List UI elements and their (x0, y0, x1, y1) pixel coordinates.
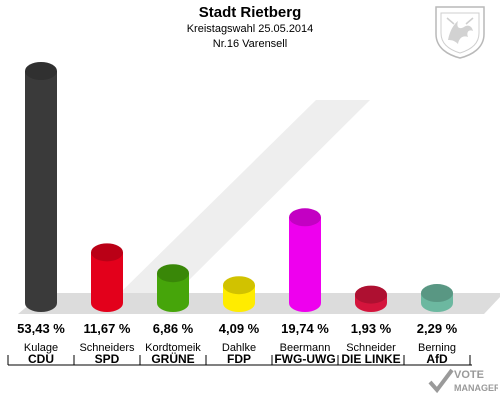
label-separators-group (7, 355, 472, 366)
candidate-label: Berning (418, 342, 456, 354)
bar-body (91, 252, 123, 312)
candidate-label: Schneiders (79, 342, 135, 354)
bar-die linke (355, 285, 387, 312)
bar-top (289, 208, 321, 227)
candidate-label: Schneider (346, 342, 396, 354)
vote-manager-logo: VOTE MANAGER (428, 368, 498, 394)
bar-top (25, 62, 57, 80)
bar-top (91, 243, 123, 262)
bars-group (25, 62, 453, 312)
party-label: CDU (28, 352, 54, 366)
value-labels-group: 53,43 % 11,67 % 6,86 % 4,09 % 19,74 % 1,93 % 2… (17, 321, 458, 336)
bar-spd (91, 243, 123, 312)
value-label: 53,43 % (17, 321, 65, 336)
chart-subtitle-district: Nr.16 Varensell (212, 38, 288, 50)
bar-top (355, 285, 387, 304)
candidate-label: Kulage (24, 342, 58, 354)
bar-body (157, 273, 189, 312)
chart-title: Stadt Rietberg (198, 4, 302, 21)
party-label: SPD (95, 352, 120, 366)
bar-body (289, 217, 321, 312)
value-label: 6,86 % (153, 321, 194, 336)
value-label: 2,29 % (417, 321, 458, 336)
chart-background-stripe (120, 100, 370, 293)
bar-top (157, 264, 189, 283)
candidate-labels-group: Kulage Schneiders Kordtomeik Dahlke Beermann… (24, 342, 456, 354)
value-label: 1,93 % (351, 321, 392, 336)
bar-grüne (157, 264, 189, 312)
chart-subtitle-election: Kreistagswahl 25.05.2014 (186, 23, 314, 35)
bar-cdu (25, 62, 57, 312)
party-label: AfD (426, 352, 448, 366)
party-labels-group: CDU SPD GRÜNE FDP FWG-UWG DIE LINKE AfD (28, 351, 448, 366)
bar-afd (421, 284, 453, 312)
party-label: FWG-UWG (274, 352, 335, 366)
bar-fwg-uwg (289, 208, 321, 312)
party-label: GRÜNE (151, 351, 194, 366)
value-label: 4,09 % (219, 321, 260, 336)
bar-top (421, 284, 453, 303)
party-label: FDP (227, 352, 251, 366)
watermark-line2: MANAGER (454, 383, 498, 393)
candidate-label: Beermann (280, 342, 331, 354)
value-label: 19,74 % (281, 321, 329, 336)
coat-of-arms-icon (435, 6, 485, 59)
bar-top (223, 276, 255, 295)
bar-fdp (223, 276, 255, 312)
party-label: DIE LINKE (341, 352, 400, 366)
watermark-line1: VOTE (454, 369, 484, 381)
candidate-label: Kordtomeik (145, 342, 201, 354)
bar-body (25, 71, 57, 312)
value-label: 11,67 % (84, 321, 131, 336)
candidate-label: Dahlke (222, 342, 256, 354)
checkmark-icon (428, 368, 454, 394)
